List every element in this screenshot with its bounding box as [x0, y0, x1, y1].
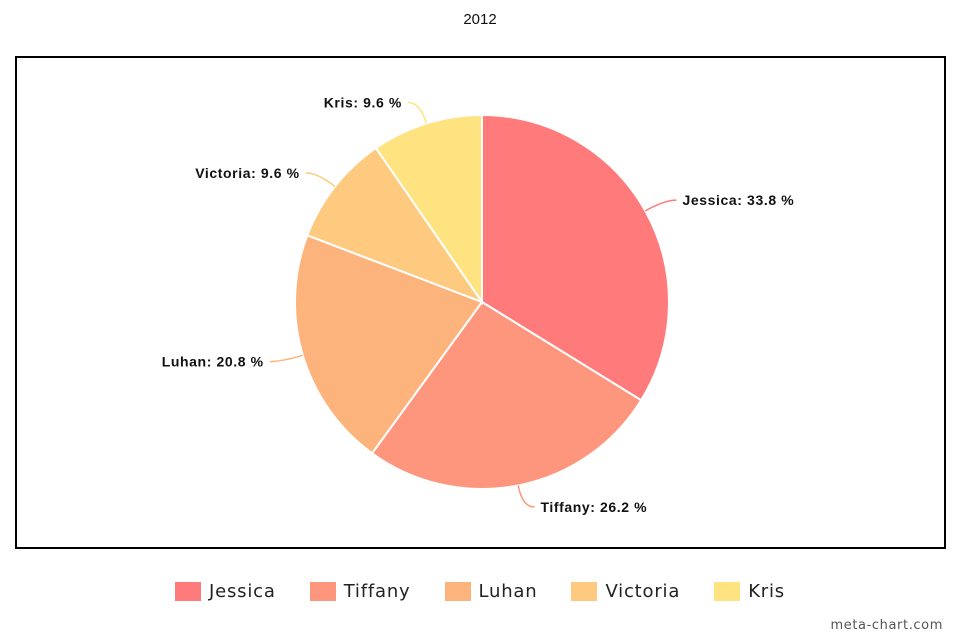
watermark: meta-chart.com — [830, 618, 943, 633]
legend: Jessica Tiffany Luhan Victoria Kris — [0, 578, 960, 604]
legend-swatch — [571, 581, 598, 601]
legend-label: Jessica — [209, 580, 276, 602]
plot-area: Jessica: 33.8 % Tiffany: 26.2 % Luhan: 20.… — [15, 56, 946, 549]
leader-line-kris — [407, 101, 428, 124]
leader-line-victoria — [305, 172, 336, 188]
legend-item-kris[interactable]: Kris — [714, 581, 785, 602]
leader-line-tiffany — [517, 485, 535, 508]
pie-slice-kris — [374, 113, 483, 306]
legend-swatch — [309, 581, 336, 601]
legend-item-victoria[interactable]: Victoria — [571, 581, 680, 602]
slice-label-luhan: Luhan: 20.8 % — [162, 354, 264, 370]
slice-label-kris: Kris: 9.6 % — [324, 94, 402, 110]
legend-item-luhan[interactable]: Luhan — [444, 580, 538, 602]
legend-item-jessica[interactable]: Jessica — [175, 581, 276, 602]
legend-label: Tiffany — [343, 580, 411, 602]
legend-label: Kris — [748, 580, 785, 602]
pie-chart: Jessica: 33.8 % Tiffany: 26.2 % Luhan: 20.… — [162, 94, 795, 515]
pie-slice-jessica — [481, 113, 670, 402]
legend-swatch — [175, 581, 202, 601]
legend-swatch — [714, 581, 741, 601]
legend-swatch — [444, 581, 471, 601]
leader-line-luhan — [269, 354, 303, 363]
legend-item-tiffany[interactable]: Tiffany — [309, 580, 411, 602]
slice-label-victoria: Victoria: 9.6 % — [195, 165, 299, 181]
legend-label: Luhan — [478, 580, 538, 602]
slice-label-tiffany: Tiffany: 26.2 % — [540, 499, 647, 515]
slice-label-jessica: Jessica: 33.8 % — [683, 192, 795, 208]
chart-title: 2012 — [463, 11, 497, 28]
leader-line-jessica — [644, 199, 677, 212]
legend-label: Victoria — [605, 580, 681, 602]
